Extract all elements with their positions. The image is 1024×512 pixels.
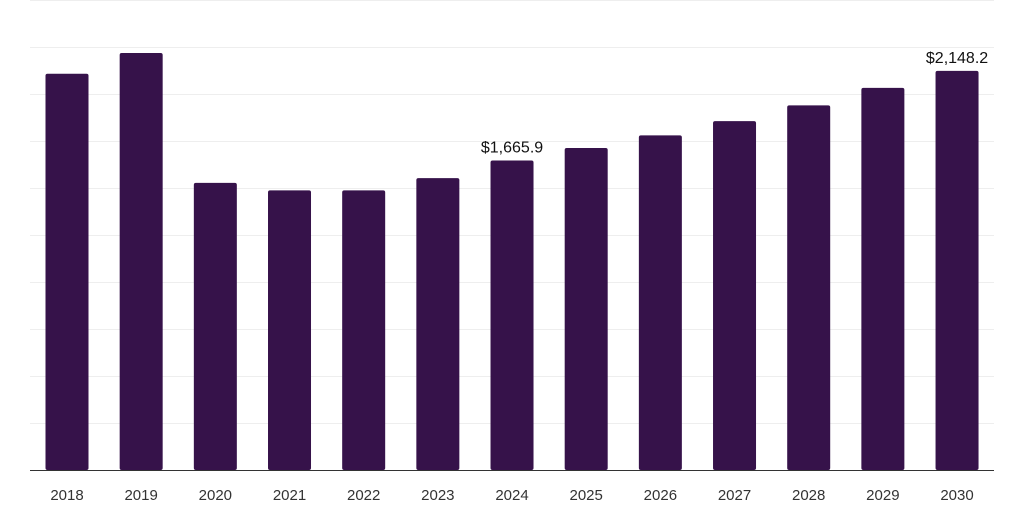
bar-2018 <box>45 73 89 470</box>
bar-2022 <box>342 190 386 471</box>
x-tick-label: 2019 <box>124 487 157 504</box>
bars <box>45 52 979 471</box>
bar-2023 <box>416 178 460 470</box>
data-labels: $1,665.9 $2,148.2 <box>481 50 988 157</box>
bar-2024 <box>490 160 534 470</box>
bar-2029 <box>861 87 905 471</box>
bar-2026 <box>638 135 682 470</box>
x-tick-label: 2024 <box>495 487 528 504</box>
x-tick-label: 2026 <box>644 487 677 504</box>
bar-2025 <box>564 148 608 470</box>
x-tick-label: 2028 <box>792 487 825 504</box>
x-tick-label: 2018 <box>50 487 83 504</box>
data-label: $2,148.2 <box>926 50 988 67</box>
bar-2027 <box>713 121 757 471</box>
bar-2028 <box>787 105 831 470</box>
x-tick-label: 2029 <box>866 487 899 504</box>
bar-2020 <box>193 182 237 470</box>
x-tick-label: 2021 <box>273 487 306 504</box>
x-tick-label: 2025 <box>570 487 603 504</box>
bar-2021 <box>268 190 312 471</box>
data-label: $1,665.9 <box>481 140 543 157</box>
x-tick-label: 2023 <box>421 487 454 504</box>
bar-2019 <box>119 52 163 470</box>
bar-2030 <box>935 70 979 471</box>
x-tick-labels: 2018 2019 2020 2021 2022 2023 2024 2025 2026 2027… <box>50 487 973 504</box>
x-tick-label: 2030 <box>940 487 973 504</box>
x-tick-label: 2027 <box>718 487 751 504</box>
x-tick-label: 2020 <box>199 487 232 504</box>
x-tick-label: 2022 <box>347 487 380 504</box>
